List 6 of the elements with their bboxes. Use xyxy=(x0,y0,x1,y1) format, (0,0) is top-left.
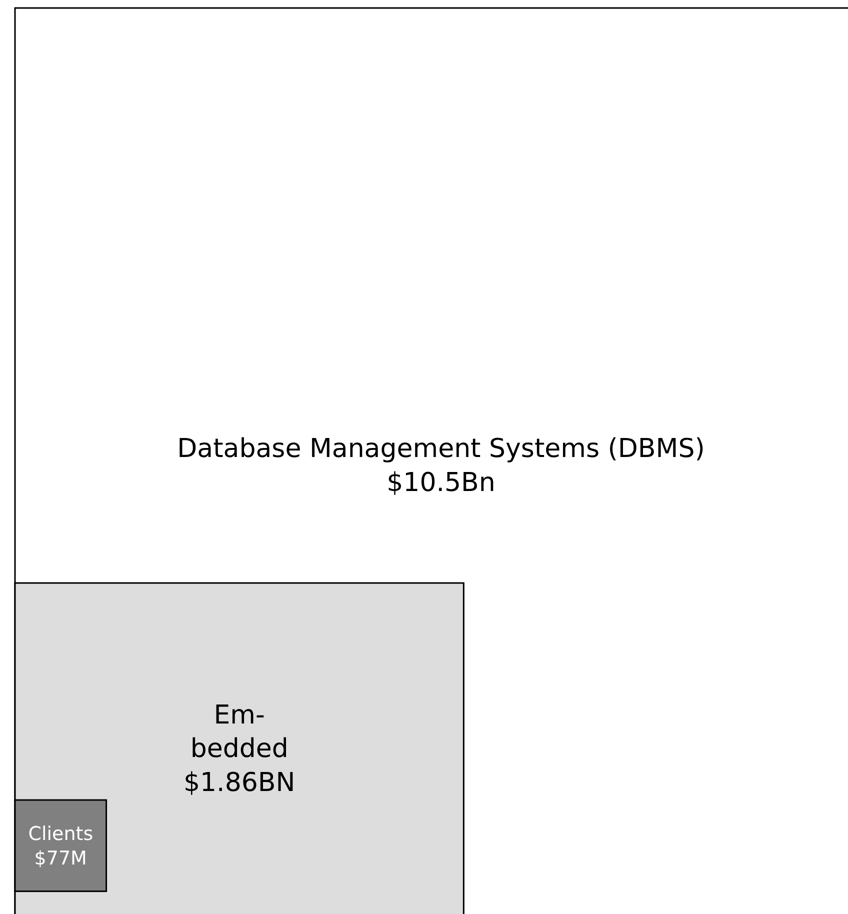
category-label: Clients xyxy=(28,822,94,845)
data-label: $10.5Bn xyxy=(386,468,496,498)
data-label: $1.86BN xyxy=(183,768,296,798)
data-label: $77M xyxy=(34,848,87,870)
category-label: Em-bedded xyxy=(190,700,288,764)
category-label: Database Management Systems (DBMS) xyxy=(177,434,705,464)
